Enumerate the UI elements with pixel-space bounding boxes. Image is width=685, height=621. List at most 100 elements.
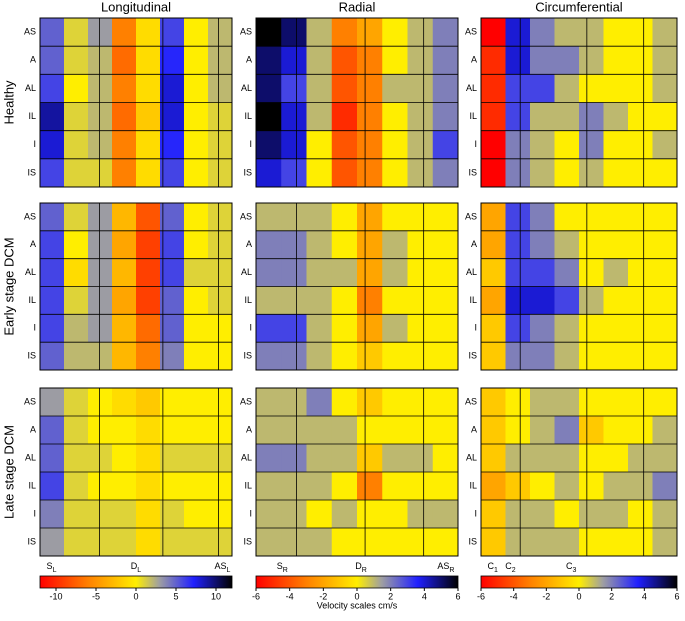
- heatmap-cell: [136, 416, 161, 445]
- heatmap-cell: [579, 342, 604, 371]
- heatmap-cell: [432, 46, 459, 75]
- heatmap-cell: [652, 416, 678, 445]
- column-title: Circumferential: [535, 0, 623, 14]
- heatmap-cell: [40, 500, 65, 529]
- heatmap-cell: [160, 130, 185, 160]
- heatmap-cell: [281, 444, 307, 473]
- heatmap-cell: [505, 130, 531, 160]
- heatmap-cell: [628, 130, 653, 160]
- heatmap-cell: [382, 500, 408, 529]
- heatmap-cell: [382, 258, 408, 287]
- heatmap-cell: [208, 388, 233, 417]
- heatmap-cell: [64, 46, 89, 75]
- heatmap-cell: [40, 158, 65, 188]
- heatmap-cell: [88, 230, 113, 260]
- heatmap-cell: [481, 158, 506, 188]
- heatmap-cell: [628, 342, 653, 371]
- heatmap-cell: [357, 444, 383, 473]
- heatmap-cell: [603, 130, 629, 160]
- heatmap-cell: [40, 342, 65, 371]
- heatmap-cell: [481, 46, 506, 75]
- heatmap-cell: [530, 130, 555, 160]
- segment-label: AL: [241, 267, 252, 277]
- heatmap-cell: [281, 18, 307, 47]
- heatmap-cell: [579, 230, 604, 260]
- heatmap-cell: [64, 286, 89, 315]
- colorbar: [39, 575, 233, 589]
- heatmap-cell: [357, 342, 383, 371]
- colorbar-tick-label: 2: [388, 591, 393, 601]
- event-label-sub: 3: [572, 567, 576, 574]
- heatmap-cell: [554, 528, 580, 557]
- heatmap-cell: [184, 74, 209, 103]
- heatmap-panel: [256, 18, 459, 188]
- heatmap-cell: [208, 102, 233, 132]
- heatmap-cell: [64, 472, 89, 501]
- segment-label: I: [249, 139, 252, 149]
- heatmap-cell: [357, 18, 383, 47]
- column-title: Longitudinal: [101, 0, 171, 14]
- heatmap-cell: [281, 130, 307, 160]
- heatmap-cell: [554, 472, 580, 501]
- heatmap-cell: [256, 416, 282, 445]
- heatmap-cell: [331, 74, 358, 103]
- panel-frame: [255, 17, 459, 188]
- heatmap-cell: [306, 74, 333, 103]
- heatmap-cell: [136, 46, 161, 75]
- heatmap-cell: [530, 342, 555, 371]
- heatmap-cell: [184, 286, 209, 315]
- heatmap-cell: [136, 102, 161, 132]
- segment-label: AS: [465, 26, 477, 36]
- heatmap-cell: [64, 130, 89, 160]
- heatmap-cell: [579, 258, 604, 287]
- heatmap-cell: [407, 102, 434, 132]
- event-label-main: D: [355, 561, 362, 571]
- heatmap-cell: [306, 18, 333, 47]
- heatmap-cell: [88, 46, 113, 75]
- heatmap-cell: [407, 46, 434, 75]
- heatmap-cell: [628, 230, 653, 260]
- heatmap-cell: [306, 472, 333, 501]
- heatmap-cell: [652, 388, 678, 417]
- heatmap-cell: [40, 74, 65, 103]
- heatmap-cell: [184, 46, 209, 75]
- heatmap-cell: [554, 258, 580, 287]
- event-label: C2: [505, 561, 516, 573]
- heatmap-cell: [331, 158, 358, 188]
- heatmap-cell: [481, 314, 506, 343]
- heatmap-cell: [432, 158, 459, 188]
- heatmap-cell: [579, 444, 604, 473]
- heatmap-cell: [554, 74, 580, 103]
- heatmap-cell: [40, 102, 65, 132]
- heatmap-cell: [112, 472, 137, 501]
- heatmap-cell: [481, 500, 506, 529]
- heatmap-cell: [432, 102, 459, 132]
- colorbar-tick-label: 4: [422, 591, 427, 601]
- heatmap-cell: [554, 444, 580, 473]
- heatmap-cell: [306, 102, 333, 132]
- heatmap-cell: [331, 203, 358, 232]
- event-label-main: AS: [214, 561, 226, 571]
- segment-label: A: [246, 424, 252, 434]
- heatmap-cell: [88, 74, 113, 103]
- heatmap-cell: [160, 416, 185, 445]
- heatmap-cell: [382, 158, 408, 188]
- heatmap-cell: [331, 130, 358, 160]
- heatmap-cell: [432, 18, 459, 47]
- heatmap-cell: [481, 388, 506, 417]
- heatmap-cell: [530, 46, 555, 75]
- heatmap-cell: [208, 46, 233, 75]
- colorbar-tick-label: 4: [642, 591, 647, 601]
- heatmap-cell: [64, 258, 89, 287]
- heatmap-cell: [208, 158, 233, 188]
- heatmap-cell: [184, 230, 209, 260]
- colorbar-tick-label: -2: [542, 591, 550, 601]
- row-title: Early stage DCM: [1, 237, 16, 335]
- heatmap-cell: [306, 314, 333, 343]
- heatmap-cell: [281, 528, 307, 557]
- heatmap-cell: [579, 416, 604, 445]
- heatmap-cell: [505, 158, 531, 188]
- heatmap-cell: [652, 286, 678, 315]
- heatmap-cell: [407, 342, 434, 371]
- heatmap-cell: [432, 286, 459, 315]
